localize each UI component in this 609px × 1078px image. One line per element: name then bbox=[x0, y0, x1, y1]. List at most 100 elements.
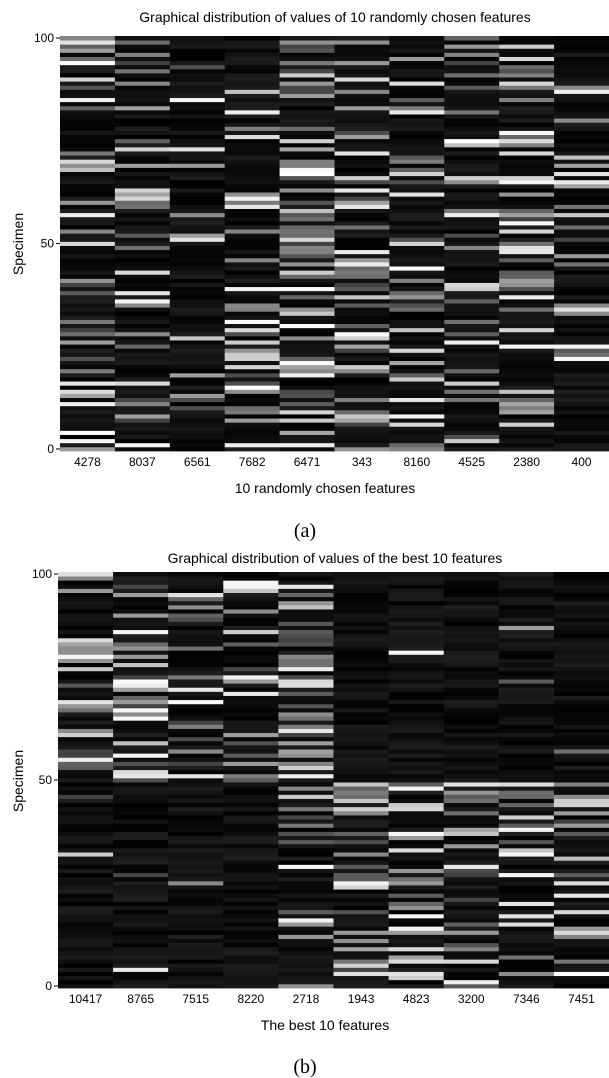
heatmap-cell bbox=[388, 839, 445, 845]
heatmap-cell bbox=[168, 604, 224, 610]
heatmap-cell bbox=[113, 749, 169, 754]
heatmap-cell bbox=[278, 860, 334, 865]
heatmap-cell bbox=[168, 905, 224, 911]
heatmap-cell bbox=[443, 621, 500, 626]
heatmap-cell bbox=[388, 872, 445, 878]
heatmap-cell bbox=[58, 753, 114, 758]
heatmap-cell bbox=[113, 744, 169, 750]
heatmap-cell bbox=[114, 118, 171, 123]
panel-a-y-axis-label: Specimen bbox=[10, 213, 26, 275]
heatmap-cell bbox=[388, 843, 445, 849]
heatmap-cell bbox=[444, 426, 500, 431]
heatmap-cell bbox=[168, 732, 224, 738]
heatmap-cell bbox=[333, 637, 390, 643]
heatmap-cell bbox=[223, 724, 279, 729]
heatmap-cell bbox=[168, 707, 224, 713]
heatmap-cell bbox=[224, 434, 281, 440]
heatmap-cell bbox=[223, 609, 279, 614]
heatmap-cell bbox=[223, 802, 279, 808]
heatmap-cell bbox=[443, 959, 500, 964]
heatmap-cell bbox=[333, 975, 390, 981]
heatmap-cell bbox=[224, 257, 281, 263]
heatmap-cell bbox=[113, 588, 169, 593]
heatmap-cell bbox=[333, 942, 390, 948]
heatmap-cell bbox=[334, 303, 390, 308]
heatmap-cell bbox=[553, 749, 609, 754]
heatmap-cell bbox=[278, 839, 334, 845]
heatmap-cell bbox=[388, 938, 445, 944]
heatmap-cell bbox=[444, 204, 500, 209]
heatmap-cell bbox=[388, 658, 445, 664]
heatmap-cell bbox=[279, 446, 335, 452]
heatmap-cell bbox=[498, 720, 555, 725]
heatmap-cell bbox=[444, 171, 500, 177]
heatmap-cell bbox=[444, 134, 500, 140]
heatmap-cell bbox=[389, 356, 445, 362]
heatmap-cell bbox=[554, 126, 609, 131]
heatmap-cell bbox=[444, 40, 500, 45]
heatmap-cell bbox=[114, 60, 171, 66]
heatmap-cell bbox=[333, 757, 390, 762]
heatmap-cell bbox=[389, 146, 445, 152]
heatmap-cell bbox=[279, 101, 335, 107]
heatmap-cell bbox=[499, 64, 555, 70]
heatmap-cell bbox=[224, 307, 281, 312]
heatmap-cell bbox=[498, 815, 555, 820]
heatmap-cell bbox=[389, 200, 445, 205]
heatmap-cell bbox=[554, 105, 609, 111]
heatmap-cell bbox=[114, 183, 171, 189]
heatmap-cell bbox=[498, 979, 555, 985]
heatmap-cell bbox=[388, 922, 445, 927]
heatmap-cell bbox=[114, 409, 171, 415]
heatmap-cell bbox=[499, 282, 555, 288]
heatmap-cell bbox=[334, 216, 390, 222]
heatmap-cell bbox=[60, 393, 116, 398]
heatmap-cell bbox=[279, 253, 335, 259]
heatmap-cell bbox=[499, 414, 555, 419]
heatmap-cell bbox=[333, 893, 390, 898]
heatmap-cell bbox=[334, 155, 390, 160]
heatmap-cell bbox=[334, 233, 390, 238]
heatmap-cell bbox=[168, 983, 224, 989]
heatmap-cell bbox=[114, 389, 171, 394]
heatmap-cell bbox=[223, 942, 279, 948]
heatmap-cell bbox=[168, 749, 224, 754]
heatmap-cell bbox=[388, 576, 445, 581]
heatmap-cell bbox=[389, 142, 445, 148]
heatmap-cell bbox=[58, 576, 114, 581]
heatmap-cell bbox=[499, 237, 555, 242]
heatmap-cell bbox=[278, 716, 334, 721]
heatmap-cell bbox=[60, 192, 116, 197]
heatmap-cell bbox=[554, 241, 609, 246]
heatmap-cell bbox=[334, 270, 390, 275]
heatmap-cell bbox=[58, 885, 114, 890]
heatmap-cell bbox=[278, 572, 334, 577]
heatmap-cell bbox=[58, 646, 114, 651]
heatmap-cell bbox=[444, 48, 500, 53]
heatmap-cell bbox=[554, 89, 609, 94]
heatmap-cell bbox=[499, 40, 555, 45]
heatmap-cell bbox=[554, 364, 609, 370]
heatmap-cell bbox=[169, 44, 226, 49]
heatmap-cell bbox=[279, 105, 335, 111]
heatmap-cell bbox=[554, 397, 609, 403]
heatmap-cell bbox=[169, 233, 226, 238]
heatmap-cell bbox=[443, 971, 500, 977]
heatmap-cell bbox=[334, 249, 390, 255]
heatmap-cell bbox=[223, 856, 279, 861]
heatmap-cell bbox=[60, 122, 116, 127]
heatmap-cell bbox=[278, 691, 334, 696]
heatmap-cell bbox=[113, 847, 169, 853]
heatmap-cell bbox=[223, 674, 279, 680]
heatmap-cell bbox=[553, 724, 609, 729]
heatmap-cell bbox=[389, 311, 445, 316]
heatmap-cell bbox=[499, 134, 555, 140]
heatmap-cell bbox=[60, 52, 116, 57]
heatmap-cell bbox=[389, 253, 445, 259]
heatmap-cell bbox=[114, 282, 171, 288]
heatmap-cell bbox=[334, 72, 390, 78]
heatmap-cell bbox=[498, 712, 555, 717]
heatmap-cell bbox=[168, 938, 224, 944]
heatmap-cell bbox=[168, 959, 224, 964]
